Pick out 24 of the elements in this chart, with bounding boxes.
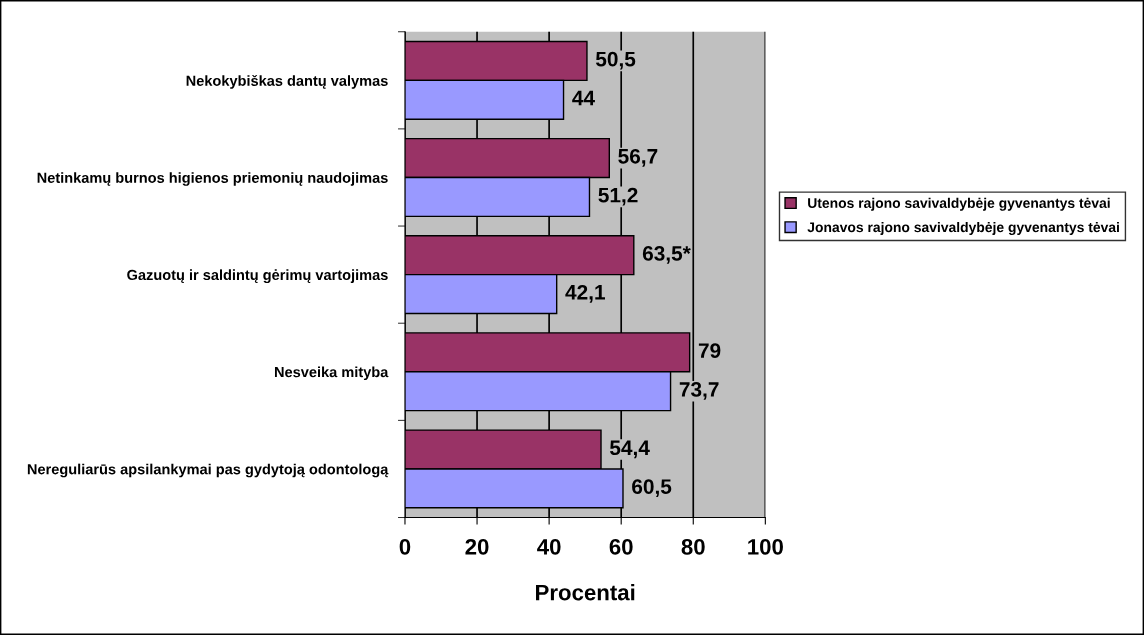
y-tick-label: Nereguliarūs apsilankymai pas gydytoją odontologą — [27, 463, 389, 478]
x-tick-label: 0 — [399, 538, 411, 555]
y-tick-label: Nesveika mityba — [274, 366, 389, 381]
x-tick-label: 40 — [537, 538, 561, 555]
y-tick-label: Gazuotų ir saldintų gėrimų vartojimas — [127, 269, 388, 284]
x-tick-label: 20 — [465, 538, 489, 555]
y-tick-label: Netinkamų burnos higienos priemonių naudojimas — [37, 172, 388, 186]
data-label: 79 — [698, 343, 721, 358]
data-label: 44 — [572, 90, 595, 106]
data-label: 63,5* — [642, 246, 691, 264]
x-tick-label: 60 — [609, 538, 633, 555]
x-axis-title: Procentai — [536, 584, 635, 601]
data-label: 50,5 — [595, 51, 636, 70]
y-tick-label: Nekokybiškas dantų valymas — [186, 74, 388, 89]
x-tick-label: 80 — [681, 538, 705, 555]
data-label: 42,1 — [565, 284, 605, 303]
legend-label: Utenos rajono savivaldybėje gyvenantys tėvai — [808, 197, 1110, 211]
data-label: 54,4 — [609, 440, 650, 459]
legend-label: Jonavos rajono savivaldybėje gyvenantys tėvai — [807, 221, 1119, 235]
data-label: 73,7 — [679, 382, 719, 400]
x-tick-label: 100 — [748, 538, 783, 555]
data-label: 51,2 — [598, 187, 638, 206]
data-label: 60,5 — [632, 479, 672, 497]
data-label: 56,7 — [618, 148, 658, 167]
